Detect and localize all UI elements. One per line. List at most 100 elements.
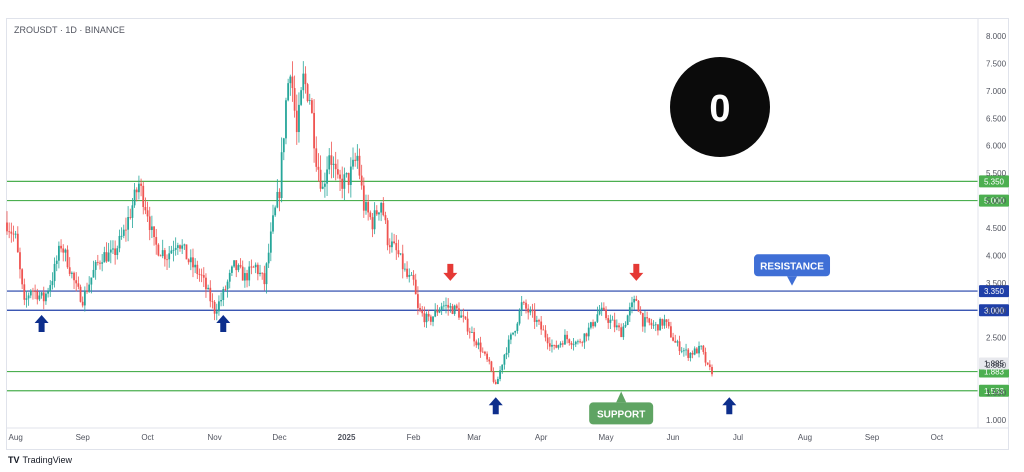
candle-body — [135, 189, 138, 193]
candle-body — [408, 274, 411, 277]
candle-down — [125, 217, 127, 242]
candle-up — [594, 321, 597, 328]
candle-body — [341, 178, 344, 189]
y-tick-label: 4.000 — [986, 251, 1007, 260]
candle-down — [579, 338, 581, 344]
candle-up — [280, 137, 283, 203]
candle-down — [702, 344, 705, 355]
candle-body — [427, 313, 430, 317]
candle-up — [259, 264, 261, 277]
candle-body — [99, 262, 101, 264]
candle-body — [211, 301, 214, 303]
candle-body — [220, 300, 222, 302]
candle-body — [38, 295, 41, 300]
candle-body — [19, 252, 21, 270]
candle-body — [103, 252, 106, 263]
candle-down — [553, 344, 556, 350]
candle-body — [291, 76, 294, 89]
candle-down — [371, 213, 374, 238]
candle-down — [347, 172, 350, 194]
candle-body — [438, 309, 441, 313]
candle-up — [133, 183, 136, 208]
candle-up — [231, 265, 233, 276]
candle-body — [304, 73, 307, 85]
candle-body — [501, 364, 504, 371]
candle-down — [311, 98, 313, 114]
candle-up — [600, 302, 603, 316]
candle-up — [356, 144, 359, 169]
candle-down — [246, 269, 248, 288]
candle-body — [144, 207, 147, 211]
candle-body — [116, 248, 119, 255]
candle-body — [66, 249, 69, 268]
candle-up — [218, 295, 220, 316]
candle-body — [185, 244, 188, 260]
candle-down — [6, 211, 8, 235]
candle-down — [585, 332, 588, 342]
candle-body — [239, 265, 242, 267]
candle-down — [639, 306, 642, 315]
candle-up — [507, 335, 510, 358]
x-tick-label: Sep — [865, 433, 880, 442]
candle-down — [10, 222, 13, 243]
candle-body — [494, 381, 497, 385]
candle-body — [447, 304, 450, 308]
candle-body — [371, 217, 374, 230]
candle-body — [429, 316, 432, 322]
candle-up — [194, 258, 197, 274]
candle-body — [133, 189, 136, 206]
candle-body — [352, 159, 354, 167]
candle-body — [58, 245, 60, 261]
candle-body — [146, 210, 149, 217]
candle-body — [278, 191, 281, 199]
candle-body — [140, 183, 142, 186]
tradingview-brand[interactable]: TV TradingView — [8, 455, 72, 465]
candle-up — [380, 201, 383, 222]
candle-body — [241, 266, 244, 281]
candle-body — [367, 202, 370, 213]
candle-down — [393, 233, 396, 245]
candle-body — [564, 334, 566, 345]
candle-up — [453, 304, 456, 316]
candle-body — [512, 332, 514, 335]
candle-down — [672, 332, 674, 342]
candle-down — [81, 296, 84, 308]
candle-body — [276, 191, 279, 208]
candle-down — [592, 319, 594, 329]
candle-up — [654, 321, 657, 332]
candle-body — [682, 350, 685, 352]
candle-down — [447, 298, 450, 316]
candle-up — [391, 232, 393, 253]
candle-body — [107, 252, 110, 262]
candle-down — [360, 164, 363, 190]
candle-body — [481, 351, 484, 353]
candle-down — [19, 247, 21, 279]
candle-body — [596, 314, 599, 322]
candle-up — [321, 180, 324, 190]
candle-body — [674, 340, 677, 343]
candle-up — [27, 292, 30, 306]
candle-body — [12, 233, 15, 235]
candle-body — [475, 341, 478, 346]
candle-body — [611, 319, 614, 321]
candle-down — [261, 272, 264, 280]
candle-body — [354, 159, 357, 161]
symbol-title: ZROUSDT · 1D · BINANCE — [14, 25, 125, 35]
candle-up — [127, 206, 130, 242]
candle-body — [192, 257, 194, 268]
candle-body — [672, 337, 674, 341]
x-tick-label: Mar — [467, 433, 481, 442]
candle-body — [105, 252, 108, 262]
candle-down — [179, 244, 181, 252]
candle-up — [285, 97, 287, 145]
candle-body — [323, 183, 326, 187]
up-arrow-icon — [722, 397, 737, 415]
candle-up — [432, 316, 434, 327]
candle-down — [665, 319, 668, 329]
candle-up — [25, 290, 28, 308]
candle-body — [261, 272, 264, 274]
candle-down — [42, 286, 45, 310]
candle-body — [641, 313, 644, 327]
candle-up — [352, 147, 354, 170]
